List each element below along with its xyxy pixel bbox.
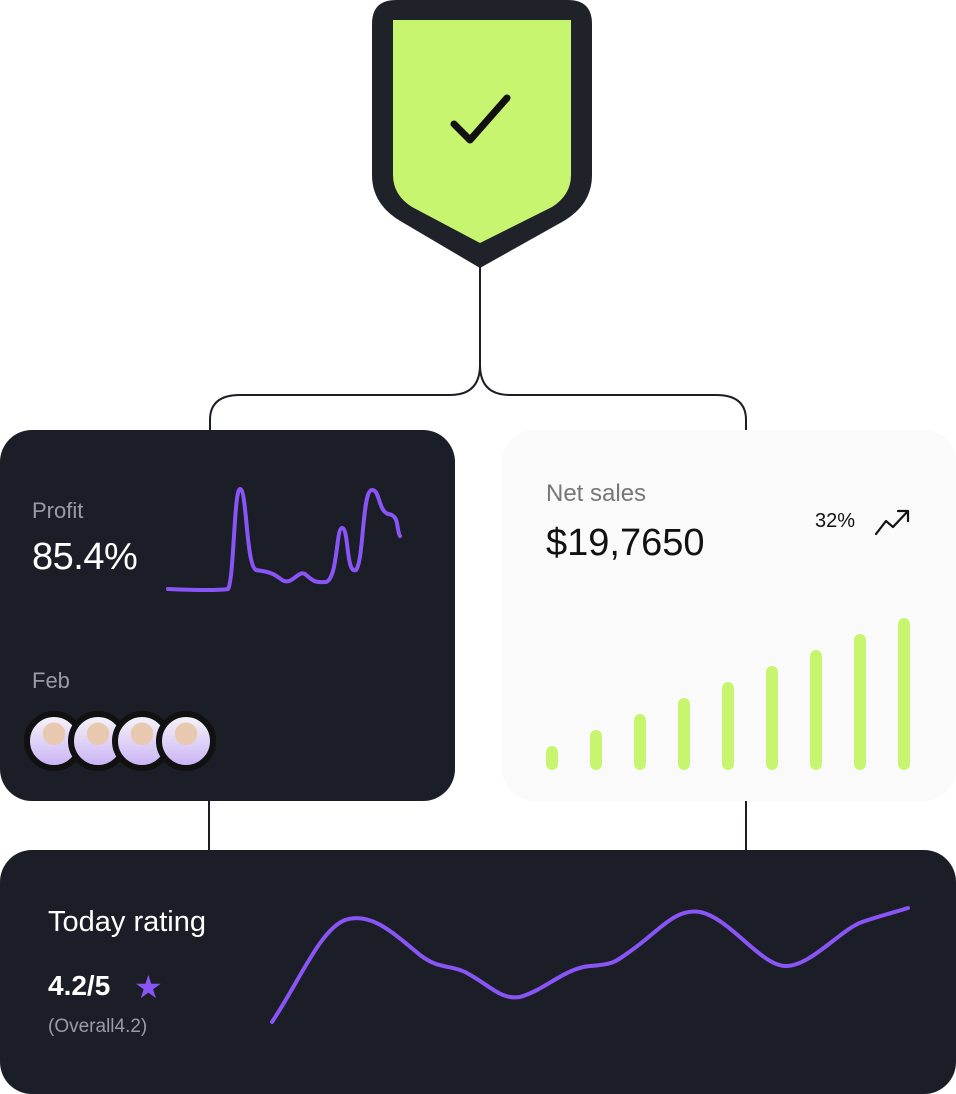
profit-label: Profit [32,498,84,523]
net-sales-label: Net sales [546,480,647,507]
rating-title: Today rating [48,906,206,938]
bar [590,730,602,770]
rating-line-chart [270,906,910,1024]
avatar [156,711,216,771]
bar [546,746,558,770]
shield-icon [372,0,592,268]
bar [678,698,690,770]
rating-card: Today rating 4.2/5 ★ (Overall4.2) [0,850,956,1094]
profit-card: Profit 85.4% Feb [0,430,455,801]
bar [634,714,646,770]
net-sales-card: Net sales $19,7650 32% [502,430,956,801]
check-icon [450,94,511,144]
rating-value: 4.2/5 [48,970,111,1001]
month-label: Feb [32,668,70,693]
net-sales-value: $19,7650 [546,522,705,564]
trending-up-icon [874,509,910,536]
bar [810,650,822,770]
star-icon: ★ [134,969,163,1005]
bar [766,666,778,770]
bar [854,634,866,770]
bar [722,682,734,770]
bar [898,618,910,770]
change-percent: 32% [815,510,856,532]
overall-rating: (Overall4.2) [48,1016,148,1037]
net-sales-bar-chart [546,618,910,770]
profit-value: 85.4% [32,536,138,578]
profit-sparkline [166,486,402,593]
